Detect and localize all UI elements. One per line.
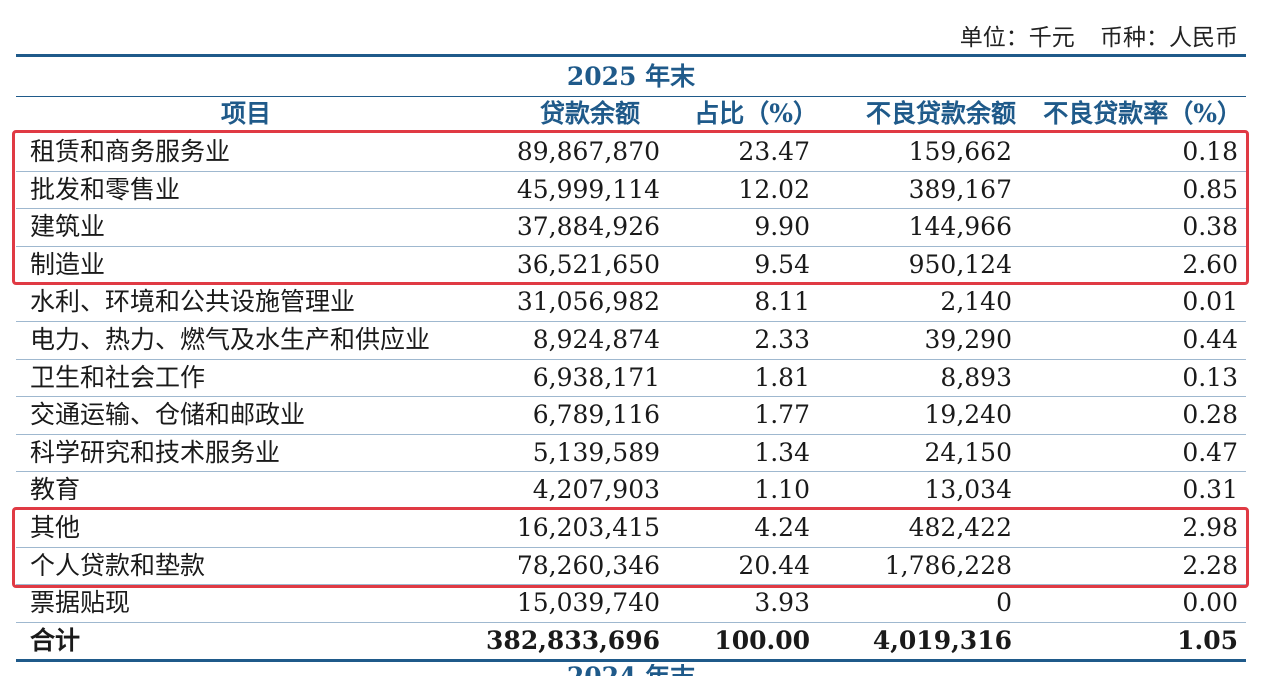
table-row: 建筑业 37,884,926 9.90 144,966 0.38 <box>16 208 1246 247</box>
row-npl: 482,422 <box>908 513 1012 542</box>
table-row: 制造业 36,521,650 9.54 950,124 2.60 <box>16 246 1246 285</box>
row-item: 水利、环境和公共设施管理业 <box>30 287 356 317</box>
row-loan: 6,938,171 <box>532 362 660 392</box>
row-loan: 37,884,926 <box>516 212 660 242</box>
header-item: 项目 <box>221 99 272 128</box>
row-share: 9.54 <box>754 249 810 279</box>
total-row: 合计 382,833,696 100.00 4,019,316 1.05 <box>16 622 1246 663</box>
period-title: 2025 年末 <box>566 62 696 91</box>
row-item: 电力、热力、燃气及水生产和供应业 <box>30 325 431 354</box>
row-npl-rate: 0.85 <box>1182 174 1238 204</box>
header-npl: 不良贷款余额 <box>865 99 1016 128</box>
row-npl: 19,240 <box>924 400 1012 430</box>
total-item: 合计 <box>30 625 81 655</box>
row-loan: 31,056,982 <box>516 287 660 317</box>
unit-label: 单位：千元 <box>959 25 1075 51</box>
row-npl: 13,034 <box>924 475 1012 505</box>
header-share: 占比（%） <box>694 99 818 128</box>
table-row: 批发和零售业 45,999,114 12.02 389,167 0.85 <box>16 171 1246 210</box>
row-npl: 0 <box>996 588 1012 618</box>
row-share: 3.93 <box>754 588 810 618</box>
row-item: 科学研究和技术服务业 <box>30 437 281 467</box>
row-share: 20.44 <box>738 550 810 580</box>
row-npl-rate: 0.13 <box>1182 362 1238 392</box>
row-npl-rate: 0.01 <box>1182 287 1238 317</box>
row-npl-rate: 2.60 <box>1182 249 1238 279</box>
row-loan: 15,039,740 <box>516 588 660 618</box>
row-npl: 2,140 <box>940 287 1012 317</box>
row-share: 1.34 <box>754 437 810 467</box>
table-row: 科学研究和技术服务业 5,139,589 1.34 24,150 0.47 <box>16 434 1246 473</box>
row-npl: 39,290 <box>924 325 1012 354</box>
row-npl-rate: 0.38 <box>1182 212 1238 242</box>
row-loan: 16,203,415 <box>516 513 660 542</box>
total-npl-rate: 1.05 <box>1177 625 1238 655</box>
row-item: 交通运输、仓储和邮政业 <box>30 400 306 430</box>
row-item: 教育 <box>30 475 81 505</box>
row-npl: 8,893 <box>940 362 1012 392</box>
row-loan: 6,789,116 <box>532 400 660 430</box>
period-rule <box>16 96 1246 97</box>
row-share: 9.90 <box>754 212 810 242</box>
table-row: 水利、环境和公共设施管理业 31,056,982 8.11 2,140 0.01 <box>16 283 1246 322</box>
row-share: 1.10 <box>754 475 810 505</box>
row-share: 23.47 <box>738 137 810 166</box>
table-row: 其他 16,203,415 4.24 482,422 2.98 <box>16 509 1246 548</box>
total-npl: 4,019,316 <box>872 625 1012 655</box>
row-npl: 950,124 <box>908 249 1012 279</box>
total-share: 100.00 <box>714 625 810 655</box>
row-item: 票据贴现 <box>30 588 131 618</box>
table-row: 卫生和社会工作 6,938,171 1.81 8,893 0.13 <box>16 359 1246 398</box>
table-row: 票据贴现 15,039,740 3.93 0 0.00 <box>16 584 1246 623</box>
row-npl-rate: 0.28 <box>1182 400 1238 430</box>
row-item: 批发和零售业 <box>30 174 181 204</box>
row-npl-rate: 0.44 <box>1182 325 1238 354</box>
row-loan: 89,867,870 <box>516 137 660 166</box>
top-rule <box>16 54 1246 57</box>
row-loan: 45,999,114 <box>516 174 660 204</box>
row-npl-rate: 2.98 <box>1182 513 1238 542</box>
row-item: 其他 <box>30 513 81 542</box>
row-item: 建筑业 <box>30 212 106 242</box>
row-share: 8.11 <box>754 287 810 317</box>
header-loan: 贷款余额 <box>539 99 640 128</box>
row-share: 1.77 <box>754 400 810 430</box>
next-period-title: 2024 年末 <box>0 664 1262 676</box>
table-row: 交通运输、仓储和邮政业 6,789,116 1.77 19,240 0.28 <box>16 396 1246 435</box>
row-share: 4.24 <box>754 513 810 542</box>
row-item: 卫生和社会工作 <box>30 362 206 392</box>
table-row: 租赁和商务服务业 89,867,870 23.47 159,662 0.18 <box>16 133 1246 172</box>
table-row: 教育 4,207,903 1.10 13,034 0.31 <box>16 471 1246 510</box>
row-loan: 78,260,346 <box>516 550 660 580</box>
header-npl-rate: 不良贷款率（%） <box>1043 99 1242 128</box>
row-loan: 5,139,589 <box>532 437 660 467</box>
row-npl-rate: 0.18 <box>1182 137 1238 166</box>
row-npl-rate: 0.47 <box>1182 437 1238 467</box>
row-item: 制造业 <box>30 249 106 279</box>
row-npl: 159,662 <box>908 137 1012 166</box>
total-loan: 382,833,696 <box>486 625 660 655</box>
row-share: 2.33 <box>754 325 810 354</box>
row-share: 1.81 <box>754 362 810 392</box>
row-npl-rate: 0.00 <box>1182 588 1238 618</box>
table-row: 电力、热力、燃气及水生产和供应业 8,924,874 2.33 39,290 0.44 <box>16 321 1246 360</box>
row-npl: 1,786,228 <box>884 550 1012 580</box>
row-npl: 144,966 <box>908 212 1012 242</box>
table-header: 项目 贷款余额 占比（%） 不良贷款余额 不良贷款率（%） <box>16 97 1246 131</box>
row-item: 个人贷款和垫款 <box>30 550 206 580</box>
row-loan: 4,207,903 <box>532 475 660 505</box>
row-item: 租赁和商务服务业 <box>30 137 231 166</box>
unit-line: 单位：千元 币种：人民币 <box>942 18 1238 52</box>
row-npl-rate: 2.28 <box>1182 550 1238 580</box>
currency-label: 币种：人民币 <box>1100 25 1238 51</box>
row-loan: 36,521,650 <box>516 249 660 279</box>
table-row: 个人贷款和垫款 78,260,346 20.44 1,786,228 2.28 <box>16 547 1246 586</box>
row-npl-rate: 0.31 <box>1182 475 1238 505</box>
row-share: 12.02 <box>738 174 810 204</box>
row-loan: 8,924,874 <box>532 325 660 354</box>
row-npl: 24,150 <box>924 437 1012 467</box>
row-npl: 389,167 <box>908 174 1012 204</box>
